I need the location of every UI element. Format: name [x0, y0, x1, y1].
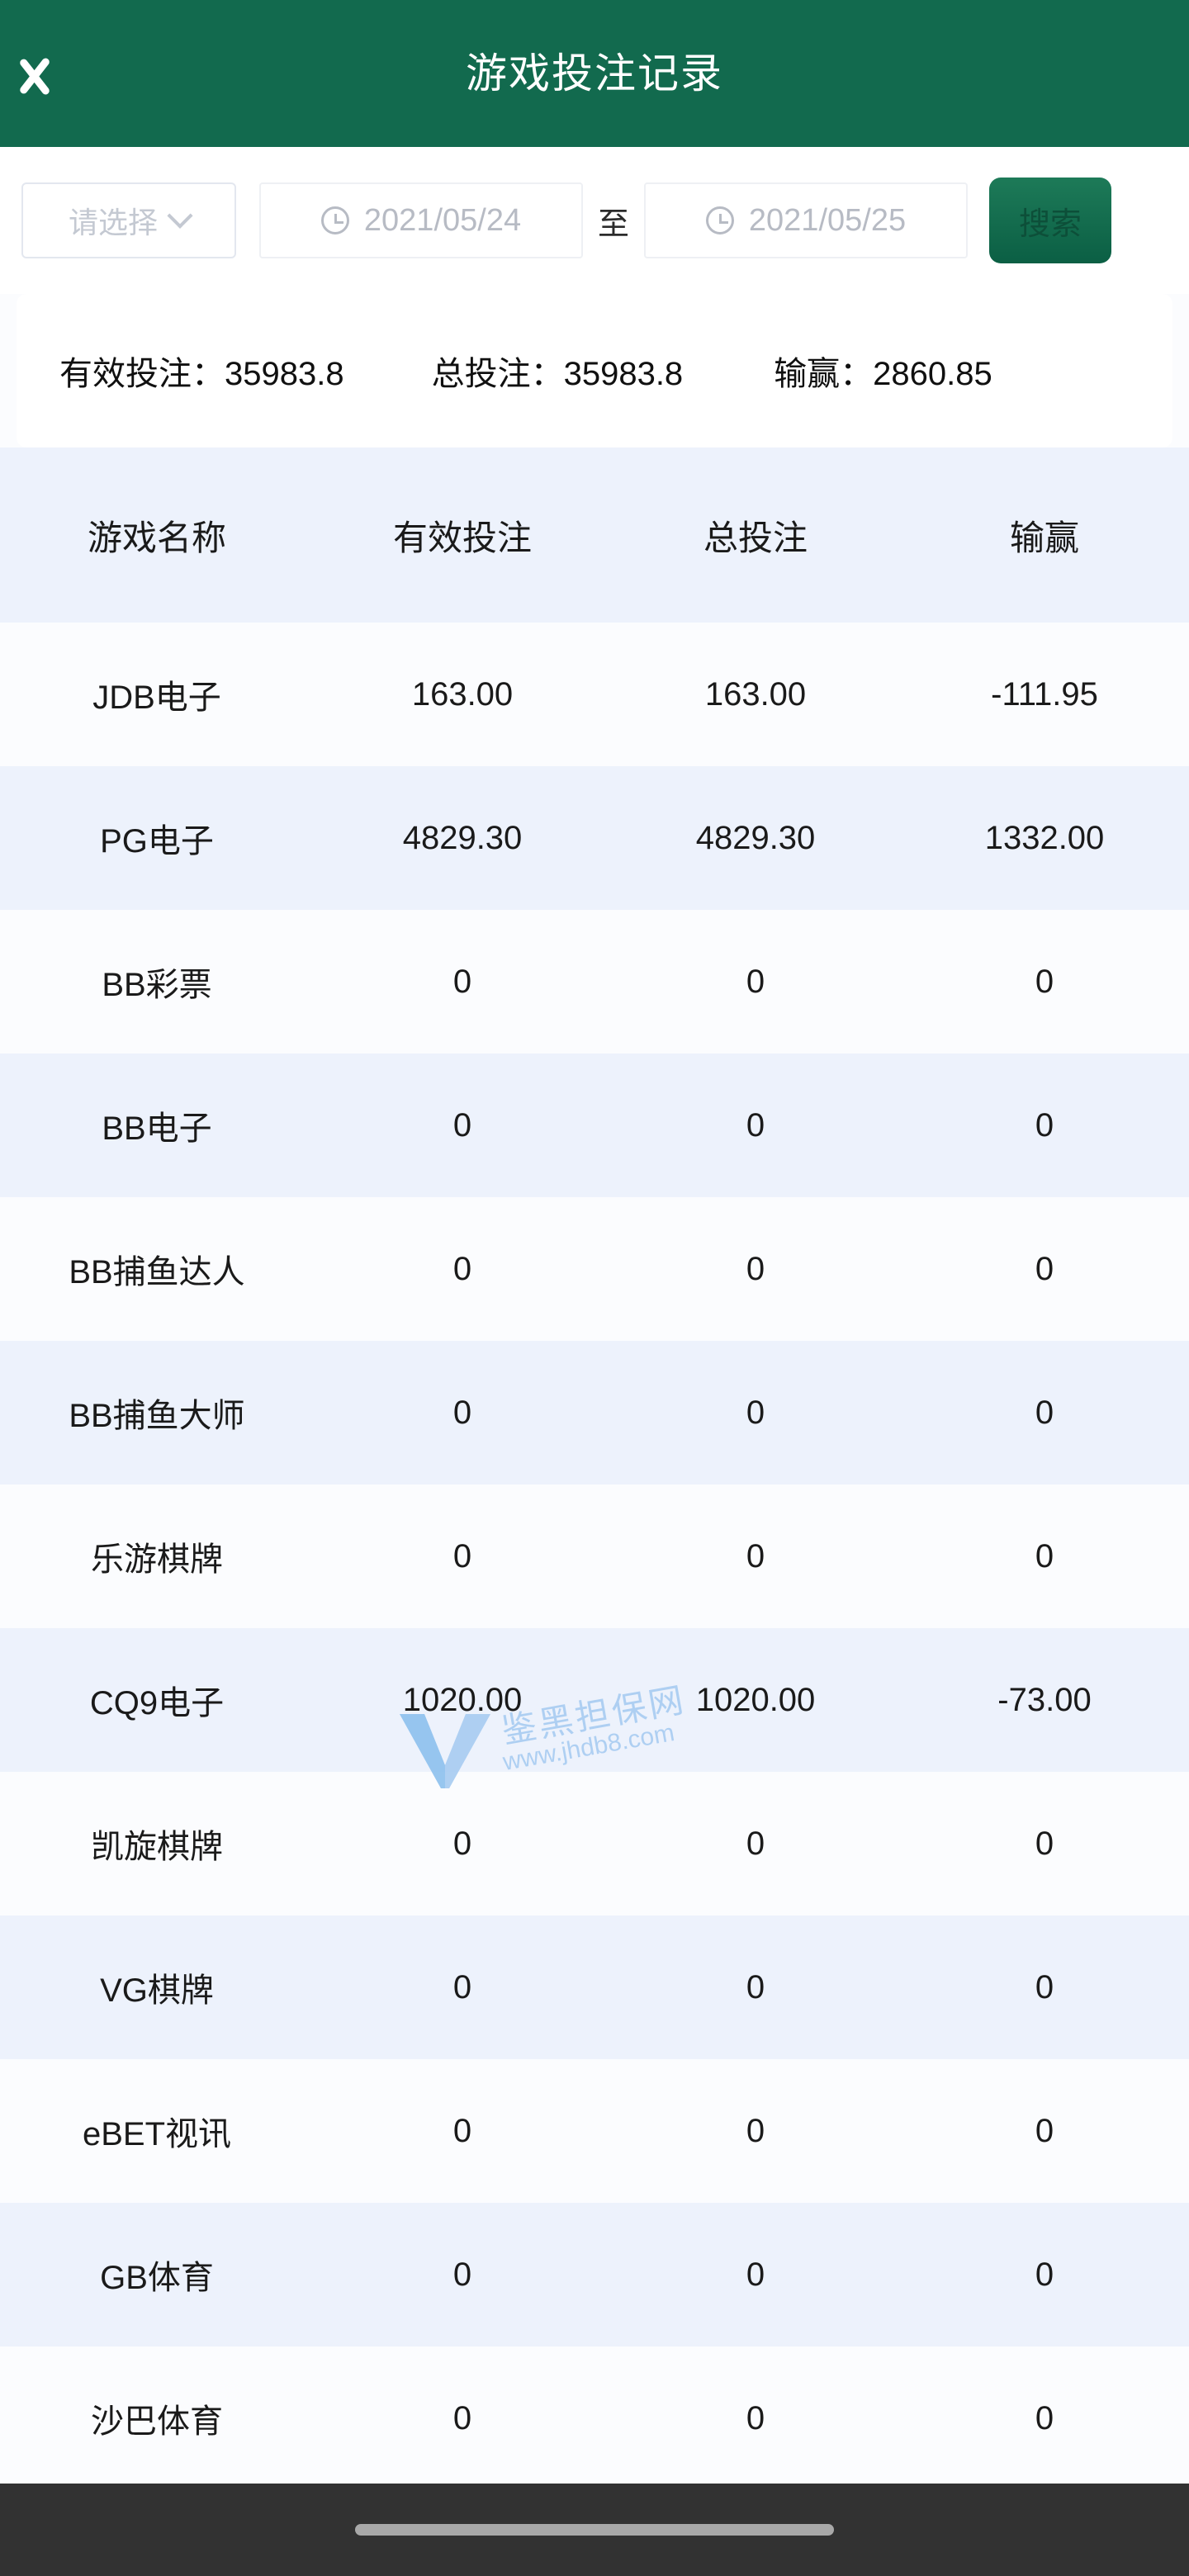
clock-icon: [320, 206, 349, 234]
date-from-input[interactable]: 2021/05/24: [259, 182, 583, 258]
system-navigation-bar: [0, 2484, 1189, 2576]
cell-game-name: 乐游棋牌: [91, 1541, 223, 1578]
bet-records-table: 游戏名称 有效投注 总投注 输赢 JDB电子 163.00 163.00 -11…: [0, 447, 1189, 2484]
cell-valid-bet: 0: [452, 1968, 472, 2005]
cell-game-name: eBET视讯: [82, 2116, 232, 2152]
cell-total-bet: 0: [746, 1250, 765, 1287]
cell-winloss: 0: [1035, 1394, 1054, 1431]
cell-winloss: 1332.00: [984, 819, 1105, 856]
cell-game-name: PG电子: [100, 823, 214, 859]
table-row[interactable]: 乐游棋牌 0 0 0: [0, 1485, 1189, 1628]
cell-valid-bet: 0: [452, 1394, 472, 1431]
column-header-winloss: 输赢: [1009, 518, 1079, 557]
cell-valid-bet: 4829.30: [402, 819, 523, 856]
cell-game-name: BB彩票: [102, 967, 212, 1003]
table-row[interactable]: GB体育 0 0 0: [0, 2203, 1189, 2346]
cell-game-name: BB电子: [102, 1110, 212, 1147]
cell-valid-bet: 163.00: [411, 675, 514, 713]
cell-total-bet: 0: [746, 2112, 765, 2149]
cell-total-bet: 0: [746, 1537, 765, 1574]
cell-valid-bet: 0: [452, 963, 472, 1000]
summary-card: 有效投注：35983.8 总投注：35983.8 输赢：2860.85: [17, 294, 1172, 447]
cell-game-name: 凯旋棋牌: [91, 1829, 223, 1865]
cell-game-name: BB捕鱼大师: [69, 1398, 245, 1434]
game-select[interactable]: 请选择: [21, 182, 236, 258]
search-button[interactable]: 搜索: [989, 178, 1111, 263]
home-indicator[interactable]: [355, 2524, 834, 2536]
cell-total-bet: 0: [746, 1968, 765, 2005]
cell-valid-bet: 0: [452, 2256, 472, 2293]
table-row[interactable]: VG棋牌 0 0 0: [0, 1915, 1189, 2059]
summary-total-bet: 总投注：35983.8: [431, 356, 684, 392]
game-select-label: 请选择: [68, 206, 158, 239]
table-row[interactable]: 凯旋棋牌 0 0 0: [0, 1772, 1189, 1915]
page-title: 游戏投注记录: [466, 50, 723, 97]
column-header-total-bet: 总投注: [703, 518, 808, 557]
cell-valid-bet: 0: [452, 2399, 472, 2436]
cell-valid-bet: 0: [452, 2112, 472, 2149]
summary-section: 有效投注：35983.8 总投注：35983.8 输赢：2860.85: [0, 294, 1189, 447]
cell-total-bet: 0: [746, 1106, 765, 1144]
table-row[interactable]: BB捕鱼达人 0 0 0: [0, 1197, 1189, 1341]
cell-total-bet: 1020.00: [695, 1681, 816, 1718]
cell-winloss: 0: [1035, 2256, 1054, 2293]
cell-total-bet: 163.00: [704, 675, 807, 713]
table-row[interactable]: CQ9电子 1020.00 1020.00 -73.00: [0, 1628, 1189, 1772]
app-header: 游戏投注记录: [0, 0, 1189, 147]
column-header-valid-bet: 有效投注: [392, 518, 532, 557]
table-row[interactable]: eBET视讯 0 0 0: [0, 2059, 1189, 2203]
cell-winloss: 0: [1035, 1106, 1054, 1144]
cell-total-bet: 0: [746, 2256, 765, 2293]
table-row[interactable]: JDB电子 163.00 163.00 -111.95: [0, 623, 1189, 766]
cell-total-bet: 0: [746, 1394, 765, 1431]
date-to-value: 2021/05/25: [748, 202, 907, 238]
cell-winloss: 0: [1035, 1825, 1054, 1862]
cell-game-name: BB捕鱼达人: [69, 1254, 245, 1290]
table-row[interactable]: BB电子 0 0 0: [0, 1054, 1189, 1197]
table-row[interactable]: PG电子 4829.30 4829.30 1332.00: [0, 766, 1189, 910]
cell-winloss: -111.95: [991, 675, 1098, 713]
chevron-down-icon: [167, 202, 193, 229]
table-row[interactable]: BB彩票 0 0 0: [0, 910, 1189, 1054]
column-header-game-name: 游戏名称: [87, 518, 226, 557]
clock-icon: [705, 206, 734, 234]
cell-valid-bet: 1020.00: [402, 1681, 523, 1718]
cell-game-name: CQ9电子: [89, 1685, 225, 1721]
cell-winloss: 0: [1035, 963, 1054, 1000]
cell-total-bet: 0: [746, 963, 765, 1000]
cell-game-name: GB体育: [100, 2260, 214, 2296]
summary-valid-bet: 有效投注：35983.8: [59, 356, 344, 392]
cell-total-bet: 4829.30: [695, 819, 816, 856]
cell-winloss: 0: [1035, 1968, 1054, 2005]
table-header-row: 游戏名称 有效投注 总投注 输赢: [0, 447, 1189, 623]
cell-winloss: 0: [1035, 2399, 1054, 2436]
summary-winloss: 输赢：2860.85: [774, 356, 992, 392]
cell-game-name: JDB电子: [92, 680, 221, 716]
cell-game-name: 沙巴体育: [91, 2403, 223, 2440]
cell-winloss: 0: [1035, 2112, 1054, 2149]
cell-total-bet: 0: [746, 2399, 765, 2436]
cell-winloss: 0: [1035, 1250, 1054, 1287]
cell-game-name: VG棋牌: [100, 1972, 214, 2009]
cell-winloss: -73.00: [997, 1681, 1092, 1718]
table-row[interactable]: BB捕鱼大师 0 0 0: [0, 1341, 1189, 1485]
cell-valid-bet: 0: [452, 1537, 472, 1574]
cell-winloss: 0: [1035, 1537, 1054, 1574]
date-to-input[interactable]: 2021/05/25: [644, 182, 968, 258]
filter-bar: 请选择 2021/05/24 至 2021/05/25 搜索: [0, 147, 1189, 294]
table-row[interactable]: 沙巴体育 0 0 0: [0, 2346, 1189, 2484]
cell-valid-bet: 0: [452, 1250, 472, 1287]
date-from-value: 2021/05/24: [363, 202, 522, 238]
cell-valid-bet: 0: [452, 1106, 472, 1144]
cell-valid-bet: 0: [452, 1825, 472, 1862]
date-range-separator: 至: [597, 206, 629, 242]
cell-total-bet: 0: [746, 1825, 765, 1862]
